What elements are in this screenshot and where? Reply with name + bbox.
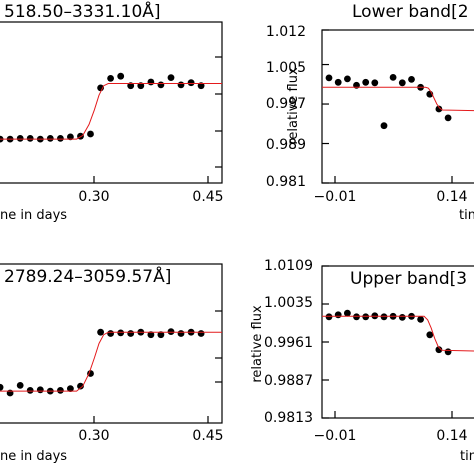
- data-point: [26, 135, 34, 142]
- y-tick-label: 1.0109: [264, 258, 313, 274]
- model-curve: [322, 86, 474, 112]
- data-point: [67, 385, 74, 392]
- y-tick-label: 0.989: [266, 137, 306, 153]
- data-point: [87, 130, 94, 138]
- data-point: [444, 348, 452, 356]
- data-point: [147, 78, 155, 86]
- panel-bottom-right: Upper band[3 1.0109 1.0035 0.9961 0.9887…: [250, 258, 474, 464]
- data-point: [426, 331, 434, 339]
- panel-top-right: Lower band[2 1.012 1.005 0.997 0.989 0.9…: [266, 2, 474, 223]
- panel-top-left: 518.50–3331.10Å] 0.30 0.45 ne in days: [0, 0, 224, 223]
- data-point: [380, 122, 388, 130]
- data-point: [97, 328, 104, 336]
- data-point: [107, 330, 114, 337]
- data-point: [57, 387, 64, 394]
- x-tick-label: 0.14: [436, 189, 467, 205]
- panel-title: 2789.24–3059.57Å]: [4, 265, 171, 287]
- data-point: [36, 386, 44, 394]
- data-point: [167, 74, 175, 81]
- x-tick-label: −0.01: [314, 428, 357, 444]
- data-point: [408, 76, 415, 83]
- y-tick-label: 1.012: [266, 24, 306, 40]
- x-tick-label: 0.45: [192, 189, 223, 205]
- panel-title: Lower band[2: [352, 2, 469, 22]
- y-tick-label: 0.997: [266, 96, 306, 112]
- x-tick-label: −0.01: [314, 189, 357, 205]
- data-point: [16, 382, 24, 389]
- data-point: [117, 72, 125, 80]
- data-point: [371, 79, 379, 87]
- panel-title: Upper band[3: [350, 269, 467, 289]
- data-point: [334, 311, 342, 319]
- data-point: [157, 331, 165, 339]
- y-tick-label: 0.981: [266, 174, 306, 190]
- plot-area: [0, 328, 222, 397]
- data-point: [435, 346, 443, 354]
- data-point: [16, 135, 24, 142]
- data-point: [398, 314, 406, 321]
- y-tick-label: 0.9961: [264, 335, 313, 351]
- data-point: [107, 75, 114, 82]
- data-point: [147, 331, 155, 339]
- y-tick-label: 1.005: [266, 60, 306, 76]
- data-point: [398, 79, 406, 87]
- x-tick-label: 0.30: [78, 428, 109, 444]
- data-point: [167, 328, 175, 335]
- data-point: [117, 329, 125, 337]
- data-point: [57, 135, 64, 142]
- data-point: [127, 330, 135, 337]
- x-tick-label: 0.14: [436, 428, 467, 444]
- plot-frame: [0, 263, 223, 424]
- model-curve: [322, 315, 474, 352]
- data-point: [177, 330, 185, 337]
- data-point: [444, 114, 452, 122]
- data-point: [177, 81, 185, 89]
- plot-area: [322, 309, 474, 356]
- plot-area: [0, 72, 222, 143]
- data-point: [344, 309, 351, 317]
- data-point: [417, 316, 424, 323]
- data-point: [362, 78, 370, 86]
- model-curve: [0, 83, 222, 140]
- data-point: [187, 79, 195, 87]
- data-point: [26, 387, 34, 394]
- y-tick-label: 0.9813: [264, 410, 313, 426]
- data-point: [325, 74, 333, 82]
- plot-area: [322, 74, 474, 130]
- data-point: [197, 330, 205, 337]
- x-tick-label: 0.45: [192, 428, 223, 444]
- x-axis-label: tim: [460, 449, 474, 464]
- data-point: [334, 78, 342, 86]
- plot-frame: [0, 21, 223, 184]
- x-tick-label: 0.30: [78, 189, 109, 205]
- data-point: [435, 105, 443, 113]
- y-axis-label: relative flux: [286, 67, 301, 145]
- y-tick-label: 0.9887: [264, 373, 313, 389]
- data-point: [0, 383, 4, 391]
- plot-frame: [321, 29, 474, 184]
- x-axis-label: ne in days: [0, 208, 67, 223]
- model-curve: [0, 331, 222, 392]
- data-point: [46, 135, 54, 142]
- data-point: [344, 75, 351, 83]
- y-axis-label: relative flux: [250, 305, 265, 383]
- data-point: [87, 370, 94, 377]
- data-point: [157, 81, 165, 89]
- panel-bottom-left: 2789.24–3059.57Å] 0.30 0.45 ne in days: [0, 263, 224, 464]
- data-point: [77, 382, 84, 390]
- y-tick-label: 1.0035: [264, 295, 313, 311]
- data-point: [389, 74, 397, 81]
- x-axis-label: ne in days: [0, 449, 67, 464]
- panel-title: 518.50–3331.10Å]: [4, 0, 161, 22]
- x-axis-label: tin: [459, 208, 474, 223]
